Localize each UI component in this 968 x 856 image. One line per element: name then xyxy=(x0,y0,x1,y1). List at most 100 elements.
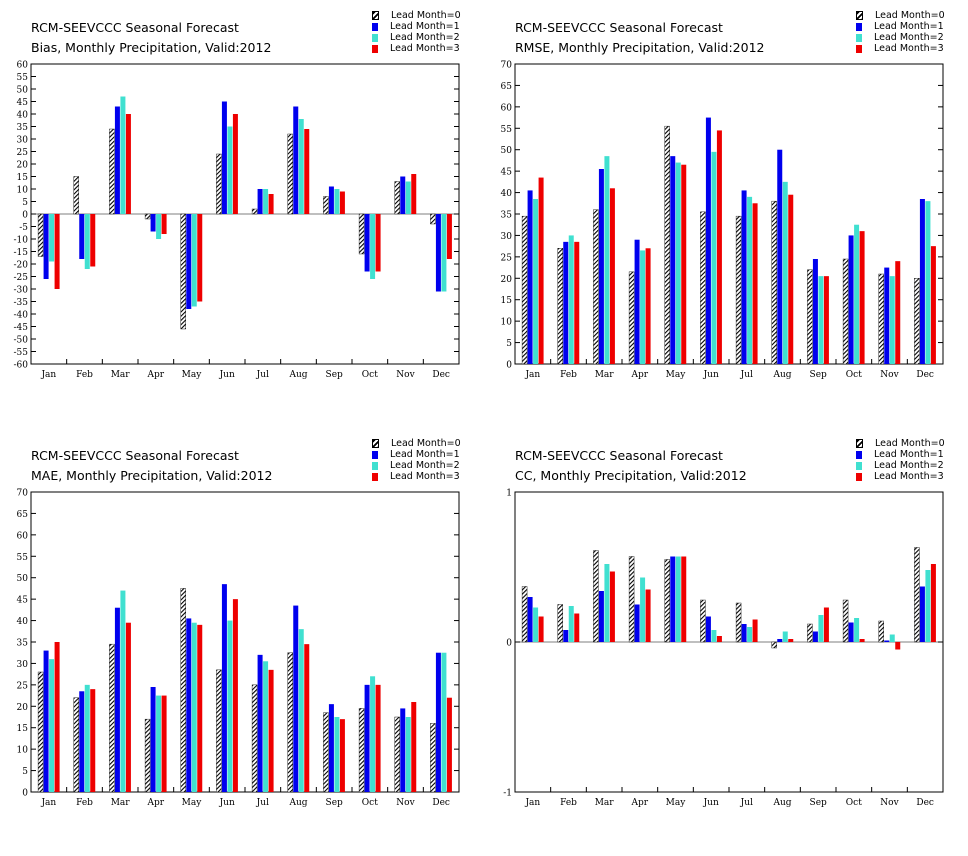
x-tick-label: Apr xyxy=(631,798,649,808)
legend-swatch xyxy=(372,450,378,459)
legend-entry: Lead Month=3 xyxy=(372,471,461,482)
bar-lead-month-2 xyxy=(889,276,895,364)
x-tick-label: Aug xyxy=(288,370,307,380)
y-tick-label: -5 xyxy=(19,223,28,233)
legend: Lead Month=0 Lead Month=1 Lead Month=2 L… xyxy=(372,10,461,54)
y-tick-label: 25 xyxy=(17,148,29,158)
bar-lead-month-0 xyxy=(914,278,920,365)
bar-lead-month-0 xyxy=(700,599,706,643)
bar-lead-month-2 xyxy=(604,564,610,642)
bar-lead-month-0 xyxy=(323,196,329,215)
y-tick-label: 45 xyxy=(17,98,29,108)
bar-lead-month-3 xyxy=(197,624,203,792)
bar-lead-month-1 xyxy=(150,687,156,792)
bar-lead-month-2 xyxy=(334,189,340,214)
bar-lead-month-2 xyxy=(227,620,233,792)
bar-lead-month-0 xyxy=(180,588,186,793)
y-tick-label: 5 xyxy=(506,339,512,349)
bar-lead-month-0 xyxy=(878,273,884,365)
bar-lead-month-2 xyxy=(370,214,376,279)
bar-lead-month-2 xyxy=(405,717,411,792)
legend-label: Lead Month=1 xyxy=(390,449,460,460)
y-tick-label: 40 xyxy=(501,189,513,199)
y-tick-label: 25 xyxy=(17,681,29,691)
x-tick-label: Oct xyxy=(846,370,862,380)
bar-lead-month-2 xyxy=(675,162,681,364)
bar-lead-month-1 xyxy=(848,235,854,364)
legend: Lead Month=0 Lead Month=1 Lead Month=2 L… xyxy=(856,438,945,482)
bar-lead-month-0 xyxy=(628,271,635,365)
bar-lead-month-1 xyxy=(527,190,533,364)
bar-lead-month-0 xyxy=(771,641,777,649)
x-tick-label: Oct xyxy=(362,798,378,808)
bar-lead-month-1 xyxy=(293,106,299,214)
bar-lead-month-1 xyxy=(221,584,227,792)
bar-lead-month-1 xyxy=(364,214,370,272)
bar-lead-month-1 xyxy=(114,607,120,792)
bar-lead-month-3 xyxy=(411,702,417,792)
y-tick-label: -1 xyxy=(503,789,512,799)
chart-subtitle: RMSE, Monthly Precipitation, Valid:2012 xyxy=(515,40,765,55)
y-tick-label: 55 xyxy=(501,125,513,135)
y-tick-label: 15 xyxy=(17,724,29,734)
bar-lead-month-3 xyxy=(538,616,544,642)
chart-panel-rmse: RCM-SEEVCCC Seasonal Forecast RMSE, Mont… xyxy=(484,0,968,428)
bar-lead-month-1 xyxy=(634,604,640,642)
bar-lead-month-1 xyxy=(435,652,441,792)
bar-lead-month-1 xyxy=(777,639,783,642)
y-tick-label: 10 xyxy=(501,318,513,328)
bar-lead-month-2 xyxy=(120,590,126,792)
bar-lead-month-0 xyxy=(842,599,849,643)
bar-lead-month-3 xyxy=(339,191,345,214)
bar-lead-month-1 xyxy=(186,214,192,309)
x-tick-label: Jul xyxy=(740,798,753,808)
bar-lead-month-2 xyxy=(675,556,681,642)
x-tick-label: Dec xyxy=(916,798,934,808)
bar-lead-month-2 xyxy=(298,629,304,792)
bar-lead-month-2 xyxy=(191,622,197,792)
y-tick-label: 40 xyxy=(17,111,29,121)
x-tick-label: Jul xyxy=(740,370,753,380)
y-tick-label: 60 xyxy=(17,531,29,541)
chart-title: RCM-SEEVCCC Seasonal Forecast xyxy=(31,20,239,35)
bar-lead-month-1 xyxy=(598,169,604,364)
x-tick-label: Dec xyxy=(432,798,450,808)
x-tick-label: Mar xyxy=(595,798,615,808)
bar-lead-month-1 xyxy=(186,618,192,792)
legend-swatch xyxy=(856,439,863,448)
bar-lead-month-0 xyxy=(557,248,563,365)
x-tick-label: Nov xyxy=(880,798,899,808)
x-tick-label: Jan xyxy=(524,798,540,808)
bar-lead-month-2 xyxy=(84,214,90,269)
chart-panel-mae: RCM-SEEVCCC Seasonal Forecast MAE, Month… xyxy=(0,428,484,856)
bar-lead-month-0 xyxy=(358,213,365,255)
bar-lead-month-0 xyxy=(842,258,849,365)
bar-lead-month-3 xyxy=(895,261,901,364)
legend-swatch xyxy=(856,461,862,470)
bar-lead-month-3 xyxy=(446,214,452,259)
bar-lead-month-1 xyxy=(884,267,890,364)
y-tick-label: 1 xyxy=(506,489,512,499)
bar-lead-month-3 xyxy=(339,719,345,792)
bar-lead-month-3 xyxy=(859,231,865,364)
mae-chart: 0 5 10 15 20 25 30 35 40 45 50 55 60 65 70 Jan Feb Mar Apr… xyxy=(17,489,460,808)
legend-label: Lead Month=2 xyxy=(390,460,460,471)
bar-lead-month-1 xyxy=(705,616,711,642)
x-tick-label: Feb xyxy=(560,798,577,808)
bar-lead-month-3 xyxy=(645,248,651,364)
bar-lead-month-3 xyxy=(268,194,274,214)
y-tick-label: -10 xyxy=(14,236,29,246)
legend-label: Lead Month=0 xyxy=(391,438,461,449)
y-tick-label: -50 xyxy=(14,336,29,346)
x-tick-label: Feb xyxy=(560,370,577,380)
bar-lead-month-1 xyxy=(293,605,299,792)
chart-panel-bias: RCM-SEEVCCC Seasonal Forecast Bias, Mont… xyxy=(0,0,484,428)
bar-lead-month-1 xyxy=(79,691,85,792)
bar-lead-month-3 xyxy=(54,214,60,289)
y-tick-label: 15 xyxy=(501,296,513,306)
legend-entry: Lead Month=3 xyxy=(372,43,461,54)
bar-lead-month-2 xyxy=(782,181,788,364)
bar-lead-month-3 xyxy=(375,214,381,272)
y-tick-label: -35 xyxy=(14,298,29,308)
bar-lead-month-0 xyxy=(394,181,400,215)
